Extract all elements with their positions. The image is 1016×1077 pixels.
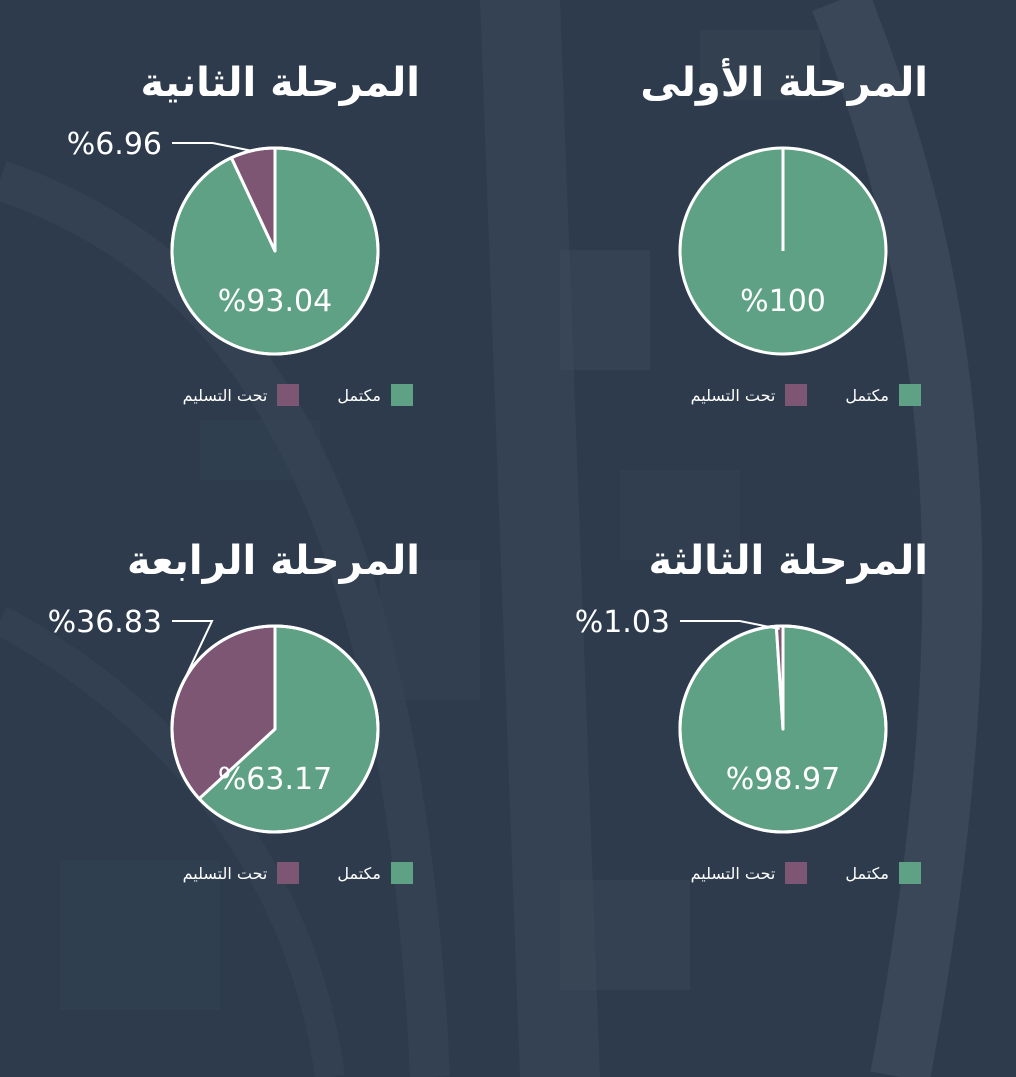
legend-label-delivery: تحت التسليم: [690, 385, 776, 405]
legend-swatch-delivery: [785, 384, 808, 406]
legend-swatch-complete: [899, 862, 921, 884]
chart-legend: مكتمل تحت التسليم: [691, 862, 921, 884]
chart-panel-phase-1: %100 المرحلة الأولى مكتمل تحت التسليم: [508, 0, 1016, 538]
legend-swatch-complete: [391, 384, 413, 406]
legend-swatch-delivery: [277, 384, 300, 406]
legend-swatch-delivery: [785, 862, 808, 884]
legend-item-complete: مكتمل: [845, 384, 921, 406]
legend-item-complete: مكتمل: [337, 862, 413, 884]
legend-swatch-complete: [899, 384, 921, 406]
legend-label-delivery: تحت التسليم: [182, 385, 268, 405]
legend-label-complete: مكتمل: [337, 863, 381, 883]
pie-chart-phase-3: %1.03 %98.97: [575, 605, 888, 834]
pie-chart-phase-1: %100: [678, 146, 888, 356]
leader-line: [172, 620, 214, 689]
data-label-main: %100: [740, 284, 826, 319]
legend-swatch-delivery: [277, 862, 300, 884]
legend-item-delivery: تحت التسليم: [183, 384, 300, 406]
legend-item-delivery: تحت التسليم: [183, 862, 300, 884]
leader-line: [680, 620, 780, 630]
pie-outline: [170, 624, 380, 834]
pie-chart-phase-4: %36.83 %63.17: [48, 605, 380, 834]
legend-label-complete: مكتمل: [845, 385, 889, 405]
chart-panel-phase-2: %6.96 %93.04 المرحلة الثانية مكتمل تحت ال…: [0, 0, 508, 538]
legend-label-delivery: تحت التسليم: [182, 863, 268, 883]
chart-panel-phase-3: %1.03 %98.97 المرحلة الثالثة مكتمل تحت ال…: [508, 478, 1016, 1016]
chart-legend: مكتمل تحت التسليم: [691, 384, 921, 406]
legend-item-delivery: تحت التسليم: [691, 384, 808, 406]
legend-item-delivery: تحت التسليم: [691, 862, 808, 884]
pie-chart-phase-2: %6.96 %93.04: [67, 127, 380, 356]
chart-title: المرحلة الثانية: [140, 60, 420, 106]
legend-label-complete: مكتمل: [845, 863, 889, 883]
chart-legend: مكتمل تحت التسليم: [183, 862, 413, 884]
data-label-main: %93.04: [218, 284, 332, 319]
pie-outline: [170, 146, 380, 356]
chart-title: المرحلة الأولى: [640, 60, 928, 106]
data-label-small: %1.03: [575, 605, 670, 640]
legend-item-complete: مكتمل: [337, 384, 413, 406]
chart-title: المرحلة الرابعة: [127, 538, 420, 584]
chart-legend: مكتمل تحت التسليم: [183, 384, 413, 406]
chart-title: المرحلة الثالثة: [648, 538, 928, 584]
legend-label-delivery: تحت التسليم: [690, 863, 776, 883]
data-label-main: %98.97: [726, 762, 840, 797]
legend-swatch-complete: [391, 862, 413, 884]
data-label-main: %63.17: [218, 762, 332, 797]
leader-line: [172, 142, 253, 152]
legend-item-complete: مكتمل: [845, 862, 921, 884]
pie-outline: [678, 624, 888, 834]
legend-label-complete: مكتمل: [337, 385, 381, 405]
data-label-small: %6.96: [67, 127, 162, 162]
data-label-small: %36.83: [48, 605, 162, 640]
chart-panel-phase-4: %36.83 %63.17 المرحلة الرابعة مكتمل تحت ا…: [0, 478, 508, 1016]
